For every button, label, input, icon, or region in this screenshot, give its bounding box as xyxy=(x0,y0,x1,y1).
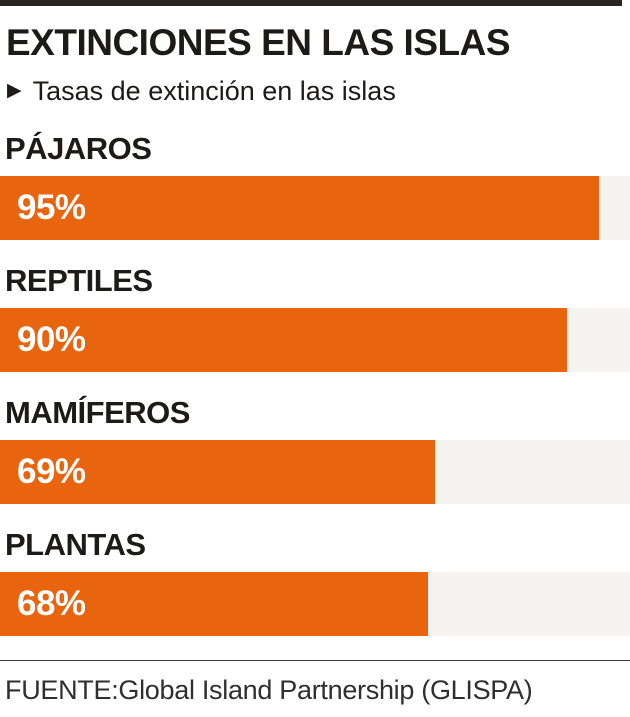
chart-subtitle-text: Tasas de extinción en las islas xyxy=(32,76,396,107)
bar-row: PLANTAS 68% xyxy=(0,527,630,637)
source-credit: FUENTE:Global Island Partnership (GLISPA… xyxy=(5,675,533,706)
bar-value-label: 95% xyxy=(17,188,86,228)
category-label: REPTILES xyxy=(5,263,153,299)
category-label: PÁJAROS xyxy=(5,131,152,167)
bar-fill: 95% xyxy=(0,176,599,241)
chart-subtitle: ▶ Tasas de extinción en las islas xyxy=(7,74,630,108)
category-label: MAMÍFEROS xyxy=(5,395,190,431)
bar-fill: 69% xyxy=(0,440,435,505)
footer-divider xyxy=(0,660,630,662)
bar-track: 95% xyxy=(0,176,630,241)
bar-track: 68% xyxy=(0,572,630,637)
bar-fill: 68% xyxy=(0,572,429,637)
bar-value-label: 68% xyxy=(17,584,86,624)
category-label: PLANTAS xyxy=(5,527,146,563)
bar-track: 69% xyxy=(0,440,630,505)
top-rule xyxy=(0,0,622,6)
bar-row: REPTILES 90% xyxy=(0,263,630,373)
page-title: EXTINCIONES EN LAS ISLAS xyxy=(6,22,511,63)
triangle-bullet-icon: ▶ xyxy=(7,80,22,102)
bar-row: MAMÍFEROS 69% xyxy=(0,395,630,505)
bar-value-label: 90% xyxy=(17,320,86,360)
bar-row: PÁJAROS 95% xyxy=(0,131,630,241)
bar-track: 90% xyxy=(0,308,630,373)
bar-fill: 90% xyxy=(0,308,567,373)
bar-value-label: 69% xyxy=(17,452,86,492)
